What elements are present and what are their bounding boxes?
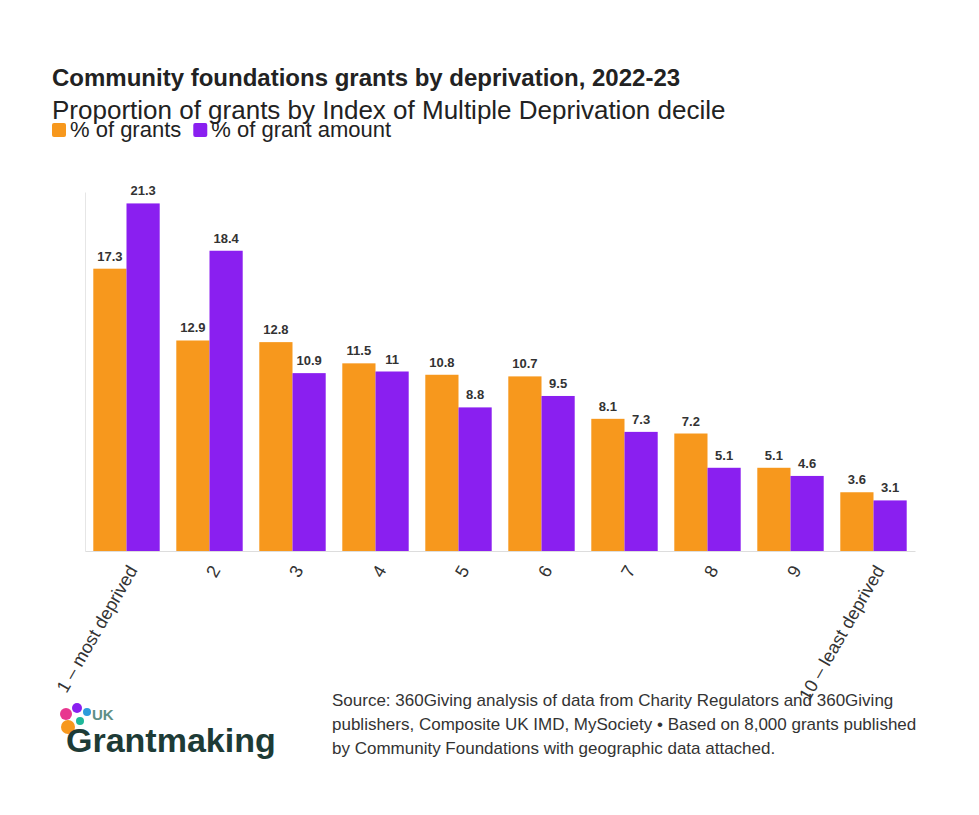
logo-dot bbox=[60, 708, 72, 720]
x-tick: 2 bbox=[202, 562, 224, 581]
logo-dot bbox=[72, 703, 82, 713]
data-label: 18.4 bbox=[213, 231, 239, 246]
data-label: 10.7 bbox=[512, 356, 537, 371]
y-axis bbox=[85, 193, 86, 552]
bar bbox=[757, 468, 790, 551]
data-label: 5.1 bbox=[765, 448, 783, 463]
bar bbox=[459, 407, 492, 551]
legend-swatch bbox=[52, 123, 66, 137]
bar bbox=[508, 376, 541, 551]
y-axis-line bbox=[85, 193, 86, 552]
x-axis-line bbox=[86, 551, 916, 552]
bar bbox=[708, 468, 741, 551]
bar bbox=[625, 432, 658, 551]
data-label: 5.1 bbox=[715, 448, 733, 463]
bar bbox=[840, 492, 873, 551]
bar-series bbox=[127, 203, 907, 551]
legend-label: % of grant amount bbox=[211, 117, 391, 142]
data-label: 3.6 bbox=[848, 472, 866, 487]
x-tick: 10 – least deprived bbox=[795, 562, 888, 704]
bar bbox=[591, 419, 624, 551]
data-label: 11.5 bbox=[347, 343, 372, 358]
x-tick-label: 9 bbox=[783, 562, 805, 581]
data-labels: 17.3 12.9 12.8 11.5 10.8 10.7 8.1 7.2 5.1 3.6 21.3… bbox=[97, 183, 899, 495]
x-tick: 7 bbox=[617, 562, 639, 581]
x-tick-label: 10 – least deprived bbox=[795, 562, 888, 704]
logo-text: Grantmaking bbox=[66, 721, 276, 759]
data-label: 17.3 bbox=[97, 249, 122, 264]
x-tick: 8 bbox=[700, 562, 722, 581]
data-label: 9.5 bbox=[549, 376, 567, 391]
bar bbox=[791, 476, 824, 551]
x-tick: 9 bbox=[783, 562, 805, 581]
x-tick-label: 2 bbox=[202, 562, 224, 581]
data-label: 12.9 bbox=[180, 320, 205, 335]
x-tick: 4 bbox=[368, 562, 390, 581]
data-label: 12.8 bbox=[263, 322, 288, 337]
data-label: 8.8 bbox=[466, 387, 484, 402]
bar bbox=[259, 342, 292, 551]
data-label: 3.1 bbox=[881, 480, 899, 495]
logo: UKGrantmaking bbox=[60, 703, 276, 759]
x-tick-label: 8 bbox=[700, 562, 722, 581]
x-tick-label: 1 – most deprived bbox=[53, 562, 142, 696]
x-tick-label: 4 bbox=[368, 562, 390, 581]
data-label: 7.3 bbox=[632, 412, 650, 427]
legend: % of grants % of grant amount bbox=[52, 117, 391, 142]
data-label: 4.6 bbox=[798, 456, 816, 471]
bar bbox=[376, 372, 409, 552]
x-tick: 1 – most deprived bbox=[53, 562, 142, 696]
bar bbox=[176, 340, 209, 551]
x-tick-label: 7 bbox=[617, 562, 639, 581]
logo-dot bbox=[83, 708, 91, 716]
x-tick-label: 5 bbox=[451, 562, 473, 581]
data-label: 10.9 bbox=[296, 353, 321, 368]
bar bbox=[874, 500, 907, 551]
legend-item: % of grants bbox=[52, 117, 181, 142]
data-label: 7.2 bbox=[682, 414, 700, 429]
legend-swatch bbox=[193, 123, 207, 137]
bar bbox=[293, 373, 326, 551]
x-axis: 1 – most deprived 2 3 4 5 6 7 8 910 – least depr… bbox=[53, 552, 916, 704]
data-label: 10.8 bbox=[429, 355, 454, 370]
bar bbox=[542, 396, 575, 551]
x-tick-label: 3 bbox=[285, 562, 307, 581]
x-tick: 3 bbox=[285, 562, 307, 581]
data-label: 11 bbox=[385, 352, 399, 367]
x-tick-label: 6 bbox=[534, 562, 556, 581]
data-label: 21.3 bbox=[130, 183, 155, 198]
bar bbox=[425, 375, 458, 551]
legend-item: % of grant amount bbox=[193, 117, 391, 142]
bars bbox=[93, 203, 906, 551]
source: Source: 360Giving analysis of data from … bbox=[332, 689, 932, 761]
bar bbox=[93, 269, 126, 551]
x-tick: 5 bbox=[451, 562, 473, 581]
bar bbox=[674, 434, 707, 551]
data-label: 8.1 bbox=[599, 399, 617, 414]
x-tick: 6 bbox=[534, 562, 556, 581]
bar bbox=[127, 203, 160, 551]
legend-label: % of grants bbox=[70, 117, 181, 142]
bar bbox=[342, 363, 375, 551]
title: Community foundations grants by deprivat… bbox=[52, 64, 680, 91]
bar bbox=[210, 251, 243, 551]
